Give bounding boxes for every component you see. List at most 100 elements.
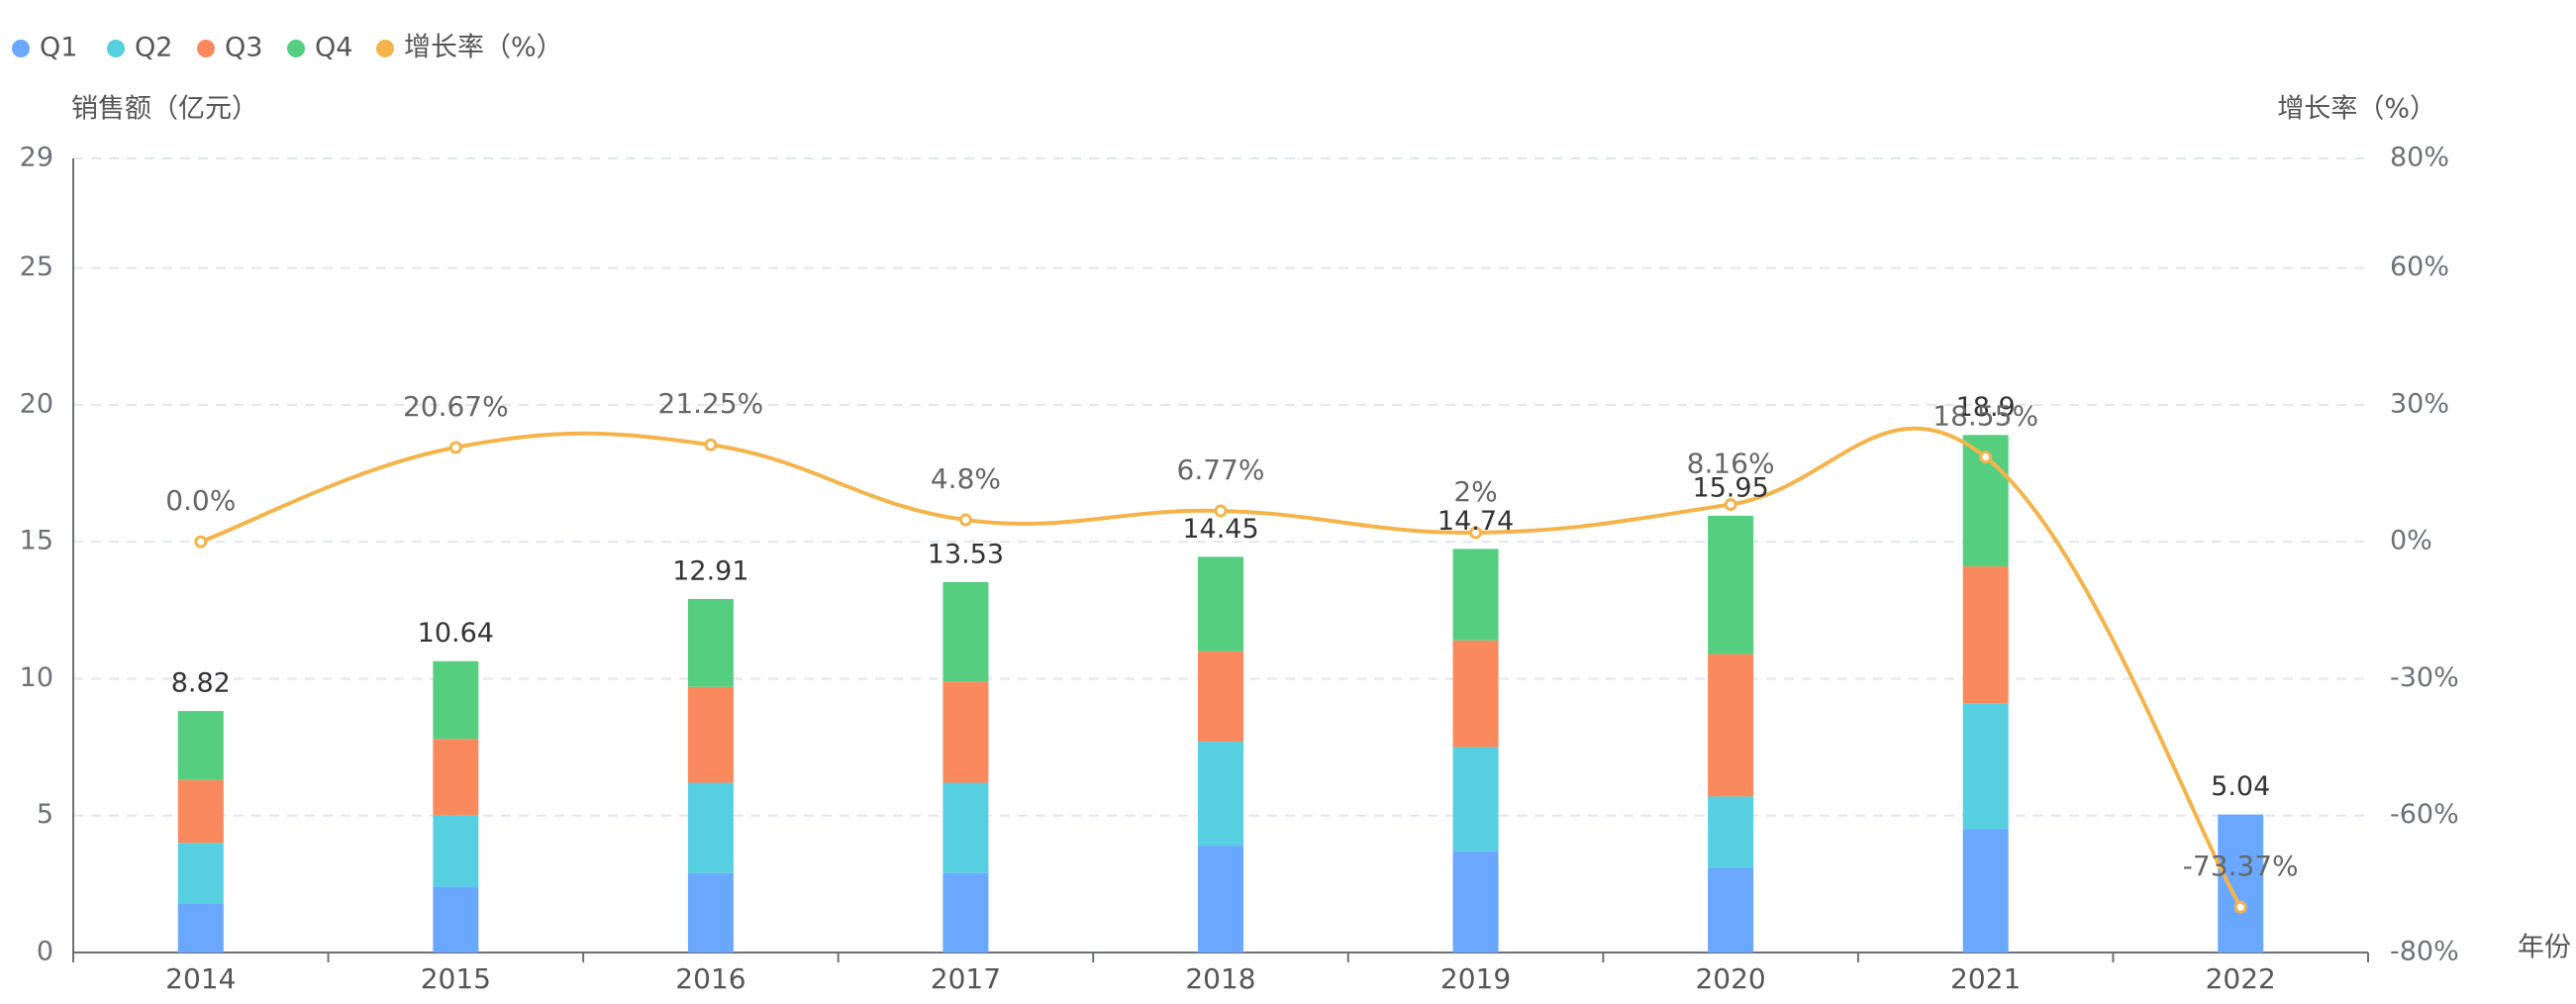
legend-label: Q2 — [135, 33, 172, 63]
y2-tick-label: -30% — [2390, 662, 2459, 693]
bar-Q2-2016[interactable] — [687, 782, 734, 873]
bar-Q3-2014[interactable] — [177, 779, 224, 844]
bar-Q2-2014[interactable] — [177, 843, 224, 904]
bar-Q4-2015[interactable] — [433, 660, 479, 740]
bar-Q4-2020[interactable] — [1708, 515, 1754, 654]
bar-Q1-2021[interactable] — [1962, 829, 2009, 953]
legend-item-5[interactable]: 增长率（%） — [376, 33, 563, 63]
bar-total-label: 15.95 — [1692, 472, 1768, 503]
bars — [177, 435, 2264, 953]
axes: 2014 2015 2016 2017 2018 2019 2020 2021 20220510… — [20, 94, 2571, 996]
legend-label: Q1 — [40, 33, 77, 63]
legend-marker — [107, 40, 125, 57]
bar-total-label: 8.82 — [171, 668, 231, 699]
data-labels: 8.82 10.64 12.91 13.53 14.45 14.74 15.95 18.9 5.… — [165, 387, 2298, 882]
y-tick-label: 29 — [20, 143, 53, 173]
y2-tick-label: 0% — [2390, 526, 2432, 556]
bar-total-label: 14.45 — [1182, 514, 1258, 545]
growth-point-2018[interactable] — [1214, 504, 1228, 518]
bar-Q4-2017[interactable] — [942, 581, 989, 682]
y2-tick-label: 30% — [2390, 388, 2449, 419]
growth-rate-label: 8.16% — [1687, 448, 1775, 480]
bar-total-label: 10.64 — [418, 618, 494, 649]
bar-Q3-2015[interactable] — [433, 739, 479, 816]
y-tick-label: 25 — [20, 251, 53, 282]
bar-Q1-2019[interactable] — [1452, 851, 1499, 953]
bar-Q1-2018[interactable] — [1198, 846, 1243, 953]
growth-point-2015[interactable] — [448, 441, 462, 454]
bar-total-label: 14.74 — [1437, 506, 1514, 537]
bar-Q1-2016[interactable] — [687, 872, 734, 953]
legend-label: Q3 — [225, 33, 262, 63]
y2-tick-label: 60% — [2390, 251, 2449, 282]
growth-point-2017[interactable] — [958, 513, 972, 527]
growth-rate-label: -73.37% — [2183, 850, 2299, 882]
growth-rate-label: 2% — [1453, 475, 1497, 508]
growth-rate-label: 6.77% — [1177, 453, 1265, 486]
legend-label: 增长率（%） — [404, 33, 563, 63]
legend-item-4[interactable]: Q4 — [287, 33, 352, 63]
y2-tick-label: -80% — [2390, 937, 2459, 967]
bar-Q2-2019[interactable] — [1452, 747, 1499, 852]
bar-Q4-2019[interactable] — [1452, 549, 1499, 641]
y2-axis-title: 增长率（%） — [2277, 94, 2436, 125]
legend: Q1 Q2 Q3 Q4 增长率（%） — [12, 33, 563, 63]
growth-rate-label: 18.55% — [1932, 400, 2038, 433]
growth-point-2019[interactable] — [1469, 526, 1483, 540]
legend-item-3[interactable]: Q3 — [197, 33, 262, 63]
y-tick-label: 0 — [37, 937, 53, 967]
legend-marker — [197, 40, 215, 57]
bar-Q3-2021[interactable] — [1962, 566, 2009, 704]
legend-item-1[interactable]: Q1 — [12, 33, 77, 63]
bar-Q1-2020[interactable] — [1708, 867, 1754, 953]
growth-point-2020[interactable] — [1724, 498, 1737, 512]
y2-tick-label: 80% — [2390, 143, 2449, 173]
growth-point-2022[interactable] — [2233, 900, 2247, 914]
bar-Q3-2018[interactable] — [1198, 651, 1243, 743]
bar-Q3-2019[interactable] — [1452, 640, 1499, 748]
growth-point-2014[interactable] — [194, 535, 208, 549]
bar-Q2-2018[interactable] — [1198, 742, 1243, 847]
x-tick-label-2020: 2020 — [1695, 962, 1765, 995]
bar-Q3-2017[interactable] — [942, 681, 989, 783]
x-tick-label-2018: 2018 — [1185, 962, 1255, 995]
bar-Q2-2015[interactable] — [433, 815, 479, 887]
bar-Q1-2015[interactable] — [433, 886, 479, 953]
bar-Q4-2018[interactable] — [1198, 556, 1243, 652]
bar-total-label: 13.53 — [928, 539, 1004, 569]
legend-marker — [12, 40, 30, 57]
y-tick-label: 10 — [20, 662, 53, 693]
x-tick-label-2015: 2015 — [421, 962, 491, 995]
x-axis-title: 年份 — [2518, 933, 2571, 963]
legend-item-2[interactable]: Q2 — [107, 33, 172, 63]
growth-point-2016[interactable] — [704, 438, 718, 452]
bar-Q2-2017[interactable] — [942, 782, 989, 873]
growth-line — [194, 426, 2247, 914]
x-tick-label-2021: 2021 — [1950, 962, 2021, 995]
bar-Q1-2022[interactable] — [2218, 814, 2264, 953]
x-tick-label-2014: 2014 — [165, 962, 236, 995]
y-tick-label: 20 — [20, 388, 53, 419]
growth-rate-label: 0.0% — [165, 484, 236, 517]
y2-tick-label: -60% — [2390, 799, 2459, 830]
bar-Q4-2016[interactable] — [687, 598, 734, 687]
growth-point-2021[interactable] — [1979, 451, 1993, 464]
y-tick-label: 15 — [20, 526, 53, 556]
growth-rate-label: 20.67% — [403, 390, 509, 423]
x-tick-label-2017: 2017 — [931, 962, 1001, 995]
legend-marker — [376, 40, 394, 57]
bar-total-label: 5.04 — [2211, 771, 2270, 802]
bar-Q2-2021[interactable] — [1962, 703, 2009, 830]
bar-Q3-2016[interactable] — [687, 686, 734, 783]
bar-Q4-2014[interactable] — [177, 711, 224, 780]
growth-rate-label: 21.25% — [658, 387, 764, 420]
growth-rate-label: 4.8% — [931, 462, 1001, 495]
bar-Q1-2017[interactable] — [942, 872, 989, 953]
legend-label: Q4 — [315, 33, 352, 63]
bar-total-label: 18.9 — [1956, 392, 2016, 423]
bar-Q2-2020[interactable] — [1708, 796, 1754, 868]
bar-Q1-2014[interactable] — [177, 903, 224, 953]
bar-Q3-2020[interactable] — [1708, 653, 1754, 797]
x-tick-label-2022: 2022 — [2206, 962, 2276, 995]
